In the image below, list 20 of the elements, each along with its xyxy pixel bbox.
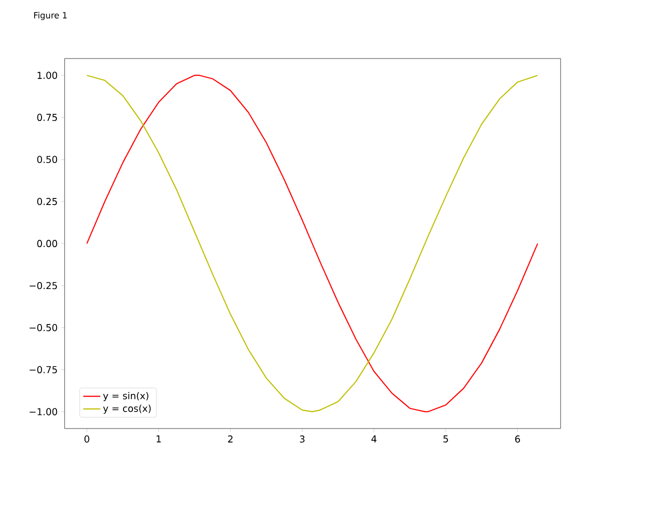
y-tick-label: 0.50 (37, 156, 58, 164)
caption: Figure 1 (34, 12, 67, 20)
x-tick-label: 0 (84, 435, 90, 443)
x-tick-label: 4 (371, 435, 376, 442)
x-tick-label: 5 (443, 435, 448, 442)
y-tick-label: 1.00 (38, 72, 58, 79)
x-tick-label: 1 (156, 435, 161, 442)
y-tick-label: 0.75 (37, 114, 57, 121)
legend-label: y = cos(x) (103, 404, 151, 414)
y-tick-label: −1.00 (30, 408, 58, 416)
legend-label: y = sin(x) (103, 392, 148, 402)
x-tick-label: 2 (228, 435, 232, 442)
y-tick-label: −0.50 (30, 324, 58, 332)
y-tick-label: 0.00 (37, 240, 58, 248)
y-tick-label: −0.75 (30, 366, 57, 374)
line-series (86, 74, 538, 412)
x-tick-label: 3 (300, 435, 304, 443)
x-tick-label: 6 (515, 435, 520, 443)
y-tick-label: 0.25 (37, 198, 57, 206)
y-tick-label: −0.25 (30, 282, 57, 290)
